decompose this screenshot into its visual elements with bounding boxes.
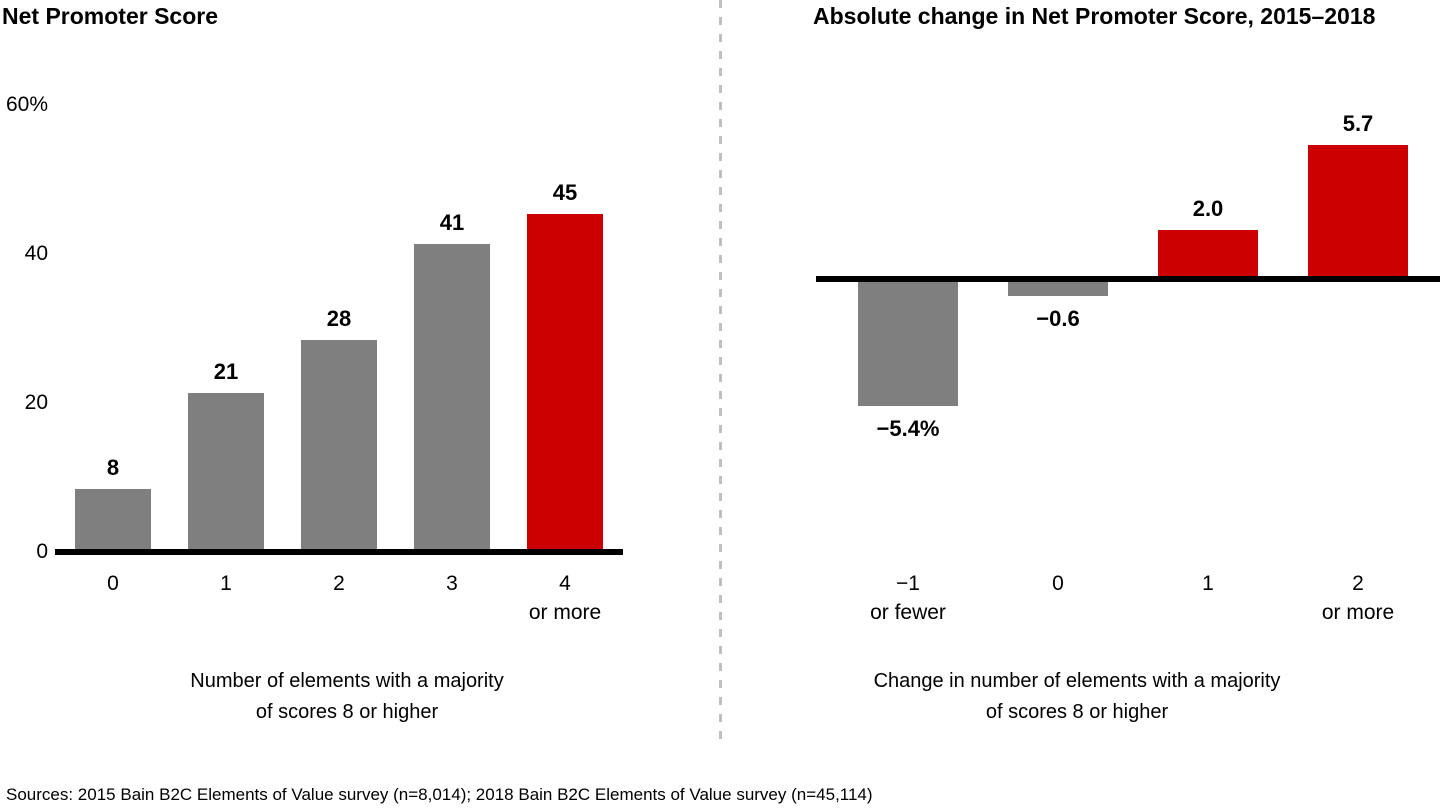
x-axis-tick-line: 1 [220,572,232,595]
bar-1 [1158,230,1258,276]
bar-2 [301,340,377,549]
bar-value-label-1: 2.0 [1192,196,1224,221]
bar-value-label-2-or-more: 5.7 [1342,111,1374,136]
x-axis-tick-line: 4 [559,572,571,595]
y-axis-tick-20: 20 [24,391,48,414]
x-axis-tick-line: or more [1321,601,1395,624]
bar-value-label-2: 28 [326,306,352,331]
x-axis-tick-line: 2 [1352,572,1364,595]
x-axis-tick-4-or-more: 4 or more [529,569,601,627]
y-axis-tick-0: 0 [36,540,48,563]
x-axis-tick-1: 1 [220,569,232,598]
sources-note: Sources: 2015 Bain B2C Elements of Value… [6,785,873,804]
x-axis-tick-0: 0 [107,569,119,598]
x-axis-caption-line: of scores 8 or higher [985,701,1169,723]
x-axis-tick-line: 2 [333,572,345,595]
bar-4-or-more [527,214,603,549]
left-chart-title: Net Promoter Score [2,3,219,29]
x-axis-caption-line: Change in number of elements with a majo… [873,670,1281,692]
bar-3 [414,244,490,549]
right-chart-title: Absolute change in Net Promoter Score, 2… [813,3,1376,29]
bar-1 [188,393,264,549]
x-axis-tick-line: or fewer [870,601,946,624]
panel-divider [719,0,722,748]
bar-value-label-4-or-more: 45 [552,180,578,205]
bar-value-label-0: 8 [106,455,120,480]
x-axis-tick-line: 0 [107,572,119,595]
x-axis-tick-2-or-more: 2 or more [1322,569,1394,627]
bar-value-label-3: 41 [439,210,465,235]
y-axis-tick-60: 60% [5,93,48,116]
bar-2-or-more [1308,145,1408,276]
x-axis-caption-line: of scores 8 or higher [255,701,439,723]
x-axis-line [55,549,623,555]
x-axis-tick-line: 3 [446,572,458,595]
y-axis-tick-40: 40 [24,242,48,265]
x-axis-caption: Number of elements with a majority of sco… [190,666,503,728]
x-axis-line [816,276,1440,282]
x-axis-tick-1-or-fewer: −1 or fewer [870,569,946,627]
x-axis-tick-1: 1 [1202,569,1214,598]
x-axis-tick-0: 0 [1052,569,1064,598]
x-axis-tick-2: 2 [333,569,345,598]
x-axis-tick-line: or more [528,601,602,624]
x-axis-caption-line: Number of elements with a majority [190,670,504,692]
bar-value-label-1-or-fewer: −5.4% [876,416,940,441]
x-axis-tick-line: 1 [1202,572,1214,595]
x-axis-tick-line: 0 [1052,572,1064,595]
bar-value-label-0: −0.6 [1036,306,1080,331]
x-axis-tick-line: −1 [896,572,920,595]
bar-0 [1008,282,1108,296]
bar-value-label-1: 21 [213,359,239,384]
bar-1-or-fewer [858,282,958,406]
x-axis-tick-3: 3 [446,569,458,598]
x-axis-caption: Change in number of elements with a majo… [874,666,1281,728]
bar-0 [75,489,151,549]
